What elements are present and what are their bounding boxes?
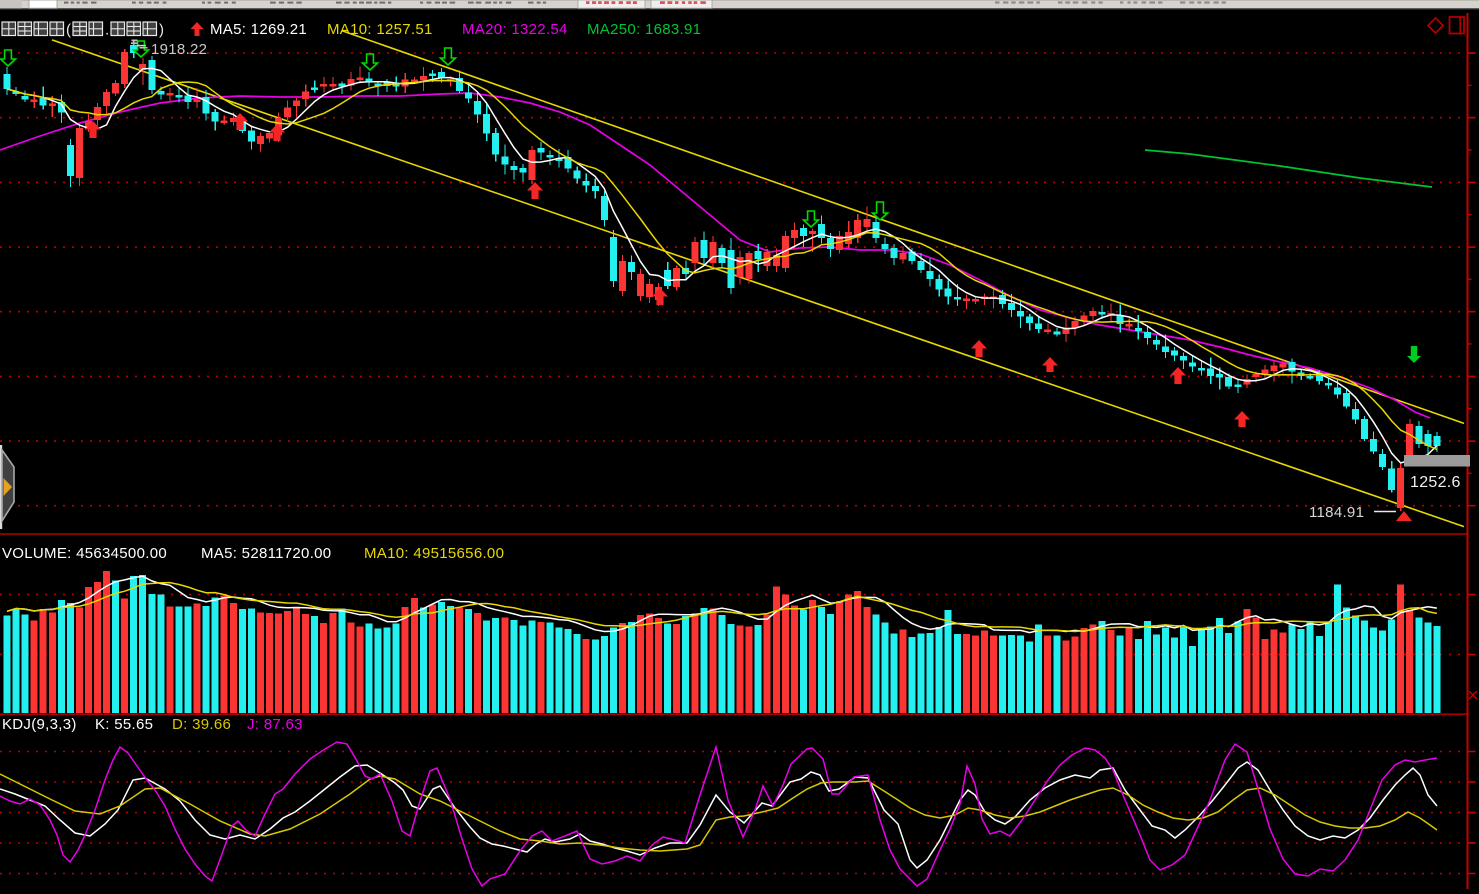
svg-text:J: 87.63: J: 87.63	[247, 716, 303, 733]
svg-text:MA250: 1683.91: MA250: 1683.91	[587, 21, 701, 38]
svg-text:(: (	[66, 22, 71, 39]
svg-text:1918.22: 1918.22	[151, 41, 207, 58]
svg-text:MA20: 1322.54: MA20: 1322.54	[462, 21, 568, 38]
svg-text:MA10: 1257.51: MA10: 1257.51	[327, 21, 433, 38]
svg-text:1252.6: 1252.6	[1410, 474, 1461, 491]
svg-text:K: 55.65: K: 55.65	[95, 716, 153, 733]
svg-text:1184.91: 1184.91	[1309, 504, 1364, 521]
svg-text:MA5: 52811720.00: MA5: 52811720.00	[201, 545, 331, 562]
svg-text:VOLUME: 45634500.00: VOLUME: 45634500.00	[2, 545, 167, 562]
svg-text:KDJ(9,3,3): KDJ(9,3,3)	[2, 716, 77, 733]
svg-text:MA5: 1269.21: MA5: 1269.21	[210, 21, 307, 38]
svg-text:D: 39.66: D: 39.66	[172, 716, 231, 733]
svg-text:.: .	[105, 22, 109, 39]
svg-text:): )	[159, 22, 164, 39]
svg-text:MA10: 49515656.00: MA10: 49515656.00	[364, 545, 504, 562]
